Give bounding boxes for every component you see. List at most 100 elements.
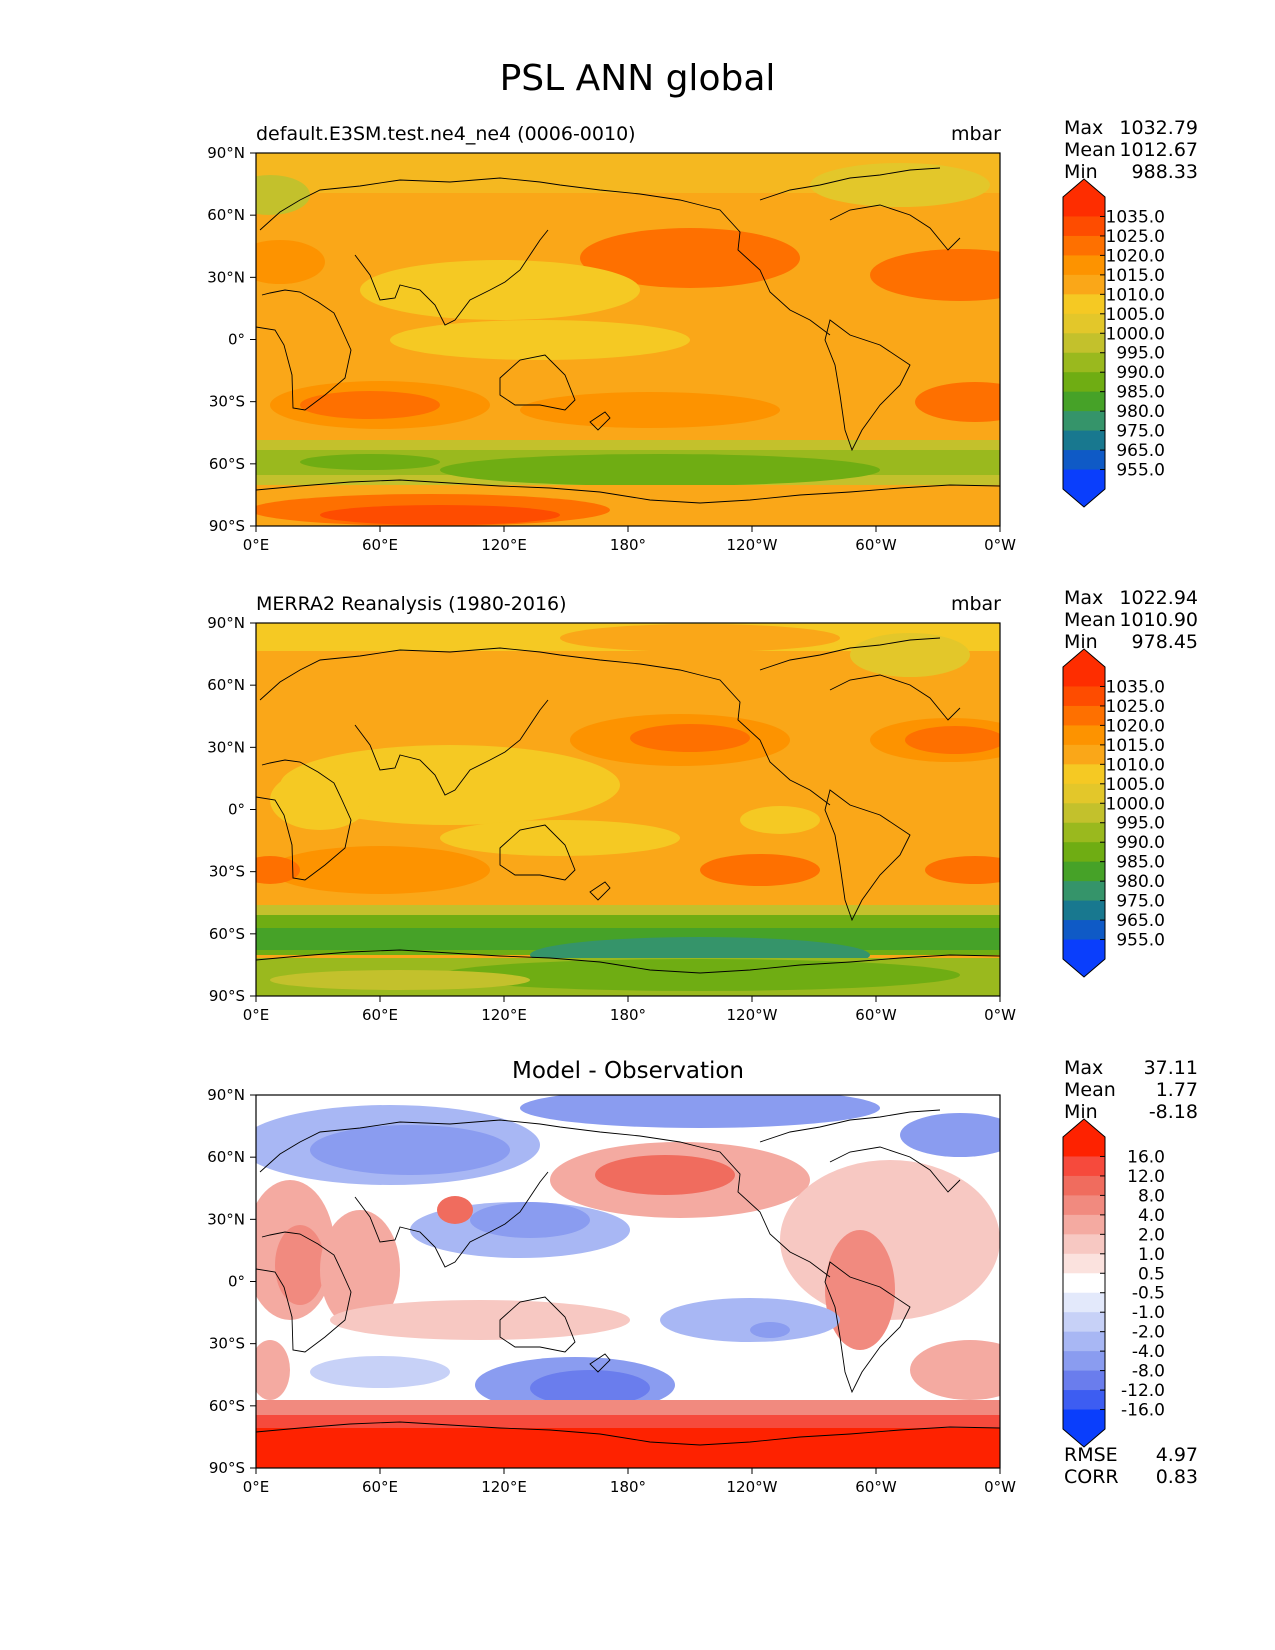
colorbar-label: 1025.0: [1106, 227, 1165, 247]
colorbar-outline: [1062, 648, 1106, 978]
y-tick-label: 60°S: [209, 1397, 245, 1415]
panel-3-min-label: Min: [1064, 1101, 1098, 1123]
y-tick-label: 90°N: [207, 614, 245, 632]
colorbar-band: [1063, 294, 1105, 315]
colorbar-band: [1063, 274, 1105, 295]
panel-2-asia-south-coast: [354, 699, 549, 796]
panel-2-title: MERRA2 Reanalysis (1980-2016): [256, 593, 567, 615]
colorbar-band: [1063, 1292, 1105, 1313]
colorbar-band: [1063, 1214, 1105, 1235]
panel-1-eurasia-na-coast: [259, 177, 831, 336]
colorbar-label: 1000.0: [1106, 324, 1165, 344]
x-tick-label: 60°E: [362, 1006, 398, 1024]
y-tick-label: 30°S: [209, 1335, 245, 1353]
y-tick-label: 90°S: [209, 987, 245, 1005]
panel-2-min-value: 978.45: [1131, 631, 1198, 653]
panel-1-ticks: 0°E 60°E 120°E 180° 120°W 60°W 0°W 90°N 60°N 30°N…: [207, 144, 1016, 554]
x-tick-label: 120°W: [727, 536, 778, 554]
colorbar-label: -4.0: [1132, 1342, 1165, 1362]
x-tick-label: 120°E: [481, 1006, 527, 1024]
x-tick-label: 120°W: [727, 1478, 778, 1496]
colorbar-outline: [1062, 1118, 1106, 1448]
colorbar-band: [1063, 861, 1105, 882]
panel-1-australia-outline: [499, 354, 576, 411]
y-tick-label: 0°: [228, 1273, 245, 1291]
colorbar-band: [1063, 686, 1105, 707]
panel-1-africa-outline: [256, 289, 352, 411]
colorbar-label: 1035.0: [1106, 207, 1165, 227]
colorbar-label: 1000.0: [1106, 794, 1165, 814]
colorbar-band: [1063, 803, 1105, 824]
colorbar-band: [1063, 842, 1105, 863]
panel-3-north-atlantic-coast: [829, 1146, 961, 1193]
colorbar-band: [1063, 430, 1105, 451]
panel-1-min-label: Min: [1064, 161, 1098, 183]
colorbar-band: [1063, 725, 1105, 746]
panel-3-arctic-coast: [759, 1109, 941, 1143]
panel-2-stats: Max 1022.94 Mean 1010.90 Min 978.45: [1064, 587, 1198, 653]
colorbar-label: -12.0: [1121, 1381, 1165, 1401]
x-tick-label: 0°W: [984, 536, 1016, 554]
y-tick-label: 90°N: [207, 1086, 245, 1104]
panel-1-stats: Max 1032.79 Mean 1012.67 Min 988.33: [1064, 117, 1198, 183]
colorbar-extend-max: [1063, 179, 1105, 197]
x-tick-label: 180°: [610, 1006, 646, 1024]
panel-2-units: mbar: [950, 593, 1001, 615]
colorbar-label: 965.0: [1116, 911, 1165, 931]
panel-1-mean-value: 1012.67: [1119, 139, 1198, 161]
colorbar-band: [1063, 881, 1105, 902]
panel-3-metrics: RMSE 4.97 CORR 0.83: [1064, 1444, 1198, 1488]
panel-1-title: default.E3SM.test.ne4_ne4 (0006-0010): [256, 123, 636, 145]
panel-3-australia-outline: [499, 1296, 576, 1353]
colorbar-label: 1025.0: [1106, 697, 1165, 717]
colorbar-band: [1063, 920, 1105, 941]
colorbar-label: 955.0: [1116, 931, 1165, 951]
y-tick-label: 60°N: [207, 676, 245, 694]
panel-2-colorbar: 1035.01025.01020.01015.01010.01005.01000…: [1062, 648, 1165, 978]
panel-2-south-america-outline: [824, 789, 911, 922]
colorbar-outline: [1062, 178, 1106, 508]
panel-2-mean-value: 1010.90: [1119, 609, 1198, 631]
colorbar-extend-max: [1063, 649, 1105, 667]
colorbar-label: 975.0: [1116, 892, 1165, 912]
colorbar-band: [1063, 391, 1105, 412]
colorbar-band: [1063, 939, 1105, 960]
colorbar-label: 990.0: [1116, 363, 1165, 383]
colorbar-band: [1063, 1331, 1105, 1352]
y-tick-label: 60°S: [209, 925, 245, 943]
figure-title: PSL ANN global: [499, 58, 776, 99]
panel-1-coastlines: [256, 167, 1000, 504]
panel-3-max-value: 37.11: [1143, 1057, 1198, 1079]
colorbar-extend-min: [1063, 489, 1105, 507]
x-tick-label: 0°W: [984, 1006, 1016, 1024]
x-tick-label: 60°W: [855, 1006, 897, 1024]
panel-2-africa-outline: [256, 759, 352, 881]
colorbar-band: [1063, 764, 1105, 785]
colorbar-band: [1063, 1370, 1105, 1391]
x-tick-label: 180°: [610, 1478, 646, 1496]
panel-2-mean-label: Mean: [1064, 609, 1116, 631]
colorbar-label: 2.0: [1138, 1225, 1165, 1245]
rmse-label: RMSE: [1064, 1444, 1118, 1466]
panel-1-asia-south-coast: [354, 229, 549, 326]
panel-3-stats: Max 37.11 Mean 1.77 Min -8.18: [1064, 1057, 1198, 1123]
colorbar-label: -1.0: [1132, 1303, 1165, 1323]
y-tick-label: 60°S: [209, 455, 245, 473]
panel-2-north-atlantic-coast: [829, 674, 961, 721]
x-tick-label: 180°: [610, 536, 646, 554]
panel-2-min-label: Min: [1064, 631, 1098, 653]
colorbar-label: 8.0: [1138, 1186, 1165, 1206]
panel-1-map: 0°E 60°E 120°E 180° 120°W 60°W 0°W 90°N 60°N 30°N…: [207, 144, 1165, 554]
panel-3-coastlines: [256, 1109, 1000, 1446]
colorbar-band: [1063, 333, 1105, 354]
colorbar-band: [1063, 705, 1105, 726]
panel-3-title: Model - Observation: [511, 1058, 745, 1084]
colorbar-label: 1010.0: [1106, 755, 1165, 775]
panel-2-australia-outline: [499, 824, 576, 881]
colorbar-band: [1063, 352, 1105, 373]
colorbar-band: [1063, 313, 1105, 334]
colorbar-label: 1020.0: [1106, 246, 1165, 266]
colorbar-band: [1063, 1253, 1105, 1274]
panel-3-max-label: Max: [1064, 1057, 1104, 1079]
y-tick-label: 30°N: [207, 738, 245, 756]
